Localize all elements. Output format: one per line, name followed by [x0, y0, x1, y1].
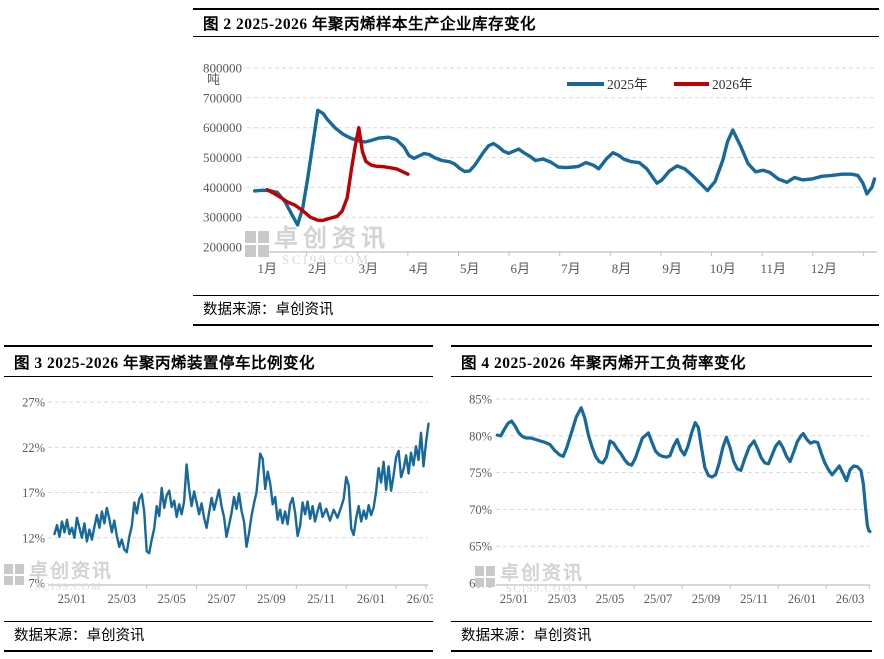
- svg-text:26/03: 26/03: [836, 592, 864, 606]
- svg-text:25/11: 25/11: [307, 592, 335, 606]
- fig2-line-chart: 800000 700000 600000 500000 400000 300000 2000…: [203, 61, 877, 276]
- svg-text:25/07: 25/07: [644, 592, 672, 606]
- svg-text:2025年: 2025年: [607, 77, 648, 92]
- panel-fig3: 图 3 2025-2026 年聚丙烯装置停车比例变化 27% 22% 17% 12% 7…: [4, 345, 433, 652]
- fig3-title: 图 3 2025-2026 年聚丙烯装置停车比例变化: [4, 345, 433, 377]
- svg-text:25/01: 25/01: [58, 592, 86, 606]
- svg-text:5月: 5月: [460, 261, 480, 276]
- svg-text:27%: 27%: [22, 396, 45, 410]
- svg-text:25/09: 25/09: [257, 592, 285, 606]
- svg-text:吨: 吨: [207, 72, 220, 87]
- panel-fig2: 图 2 2025-2026 年聚丙烯样本生产企业库存变化 800000 70000…: [193, 8, 879, 326]
- svg-text:25/05: 25/05: [157, 592, 185, 606]
- svg-text:25/05: 25/05: [596, 592, 624, 606]
- svg-text:25/07: 25/07: [207, 592, 235, 606]
- svg-text:17%: 17%: [22, 486, 45, 500]
- svg-text:9月: 9月: [662, 261, 682, 276]
- fig4-source: 数据来源：卓创资讯: [451, 621, 872, 652]
- svg-text:25/03: 25/03: [108, 592, 136, 606]
- svg-text:600000: 600000: [203, 120, 242, 135]
- svg-text:300000: 300000: [203, 210, 242, 225]
- svg-text:25/01: 25/01: [500, 592, 528, 606]
- fig2-title: 图 2 2025-2026 年聚丙烯样本生产企业库存变化: [193, 8, 879, 37]
- svg-text:75%: 75%: [469, 466, 492, 480]
- svg-text:25/03: 25/03: [548, 592, 576, 606]
- svg-text:26/01: 26/01: [357, 592, 385, 606]
- svg-text:2月: 2月: [308, 261, 328, 276]
- svg-text:400000: 400000: [203, 180, 242, 195]
- fig4-title: 图 4 2025-2026 年聚丙烯开工负荷率变化: [451, 345, 872, 377]
- fig4-chart-area: 85% 80% 75% 70% 65% 60% 25/01 25/03 25/05 25/07 25…: [451, 377, 872, 621]
- fig3-chart-area: 27% 22% 17% 12% 7% 25/01 25/03 25/05 25/07 25/09 2…: [4, 377, 433, 621]
- svg-text:4月: 4月: [409, 261, 429, 276]
- svg-text:70%: 70%: [469, 503, 492, 517]
- svg-text:7%: 7%: [28, 577, 45, 591]
- svg-text:60%: 60%: [469, 577, 492, 591]
- panel-fig4: 图 4 2025-2026 年聚丙烯开工负荷率变化 85% 80% 75% 70% 65…: [451, 345, 872, 652]
- svg-text:25/09: 25/09: [692, 592, 720, 606]
- svg-text:2026年: 2026年: [712, 77, 753, 92]
- svg-text:6月: 6月: [511, 261, 531, 276]
- svg-text:7月: 7月: [561, 261, 581, 276]
- svg-text:12%: 12%: [22, 531, 45, 545]
- fig2-chart-area: 800000 700000 600000 500000 400000 300000 2000…: [193, 37, 879, 295]
- svg-text:3月: 3月: [359, 261, 379, 276]
- fig3-line-chart: 27% 22% 17% 12% 7% 25/01 25/03 25/05 25/07 25/09 2…: [22, 396, 433, 607]
- svg-text:22%: 22%: [22, 441, 45, 455]
- svg-text:10月: 10月: [710, 261, 736, 276]
- svg-text:85%: 85%: [469, 393, 492, 407]
- svg-text:1月: 1月: [257, 261, 277, 276]
- svg-text:200000: 200000: [203, 240, 242, 255]
- svg-text:26/03: 26/03: [407, 592, 433, 606]
- fig4-line-chart: 85% 80% 75% 70% 65% 60% 25/01 25/03 25/05 25/07 25…: [469, 393, 872, 606]
- svg-text:12月: 12月: [811, 261, 837, 276]
- svg-text:11月: 11月: [761, 261, 787, 276]
- svg-text:500000: 500000: [203, 150, 242, 165]
- svg-text:65%: 65%: [469, 540, 492, 554]
- fig2-source: 数据来源：卓创资讯: [193, 295, 879, 326]
- fig3-source: 数据来源：卓创资讯: [4, 621, 433, 652]
- svg-text:8月: 8月: [612, 261, 632, 276]
- svg-text:700000: 700000: [203, 90, 242, 105]
- svg-text:25/11: 25/11: [740, 592, 768, 606]
- svg-text:80%: 80%: [469, 429, 492, 443]
- svg-text:26/01: 26/01: [788, 592, 816, 606]
- svg-text:800000: 800000: [203, 61, 242, 76]
